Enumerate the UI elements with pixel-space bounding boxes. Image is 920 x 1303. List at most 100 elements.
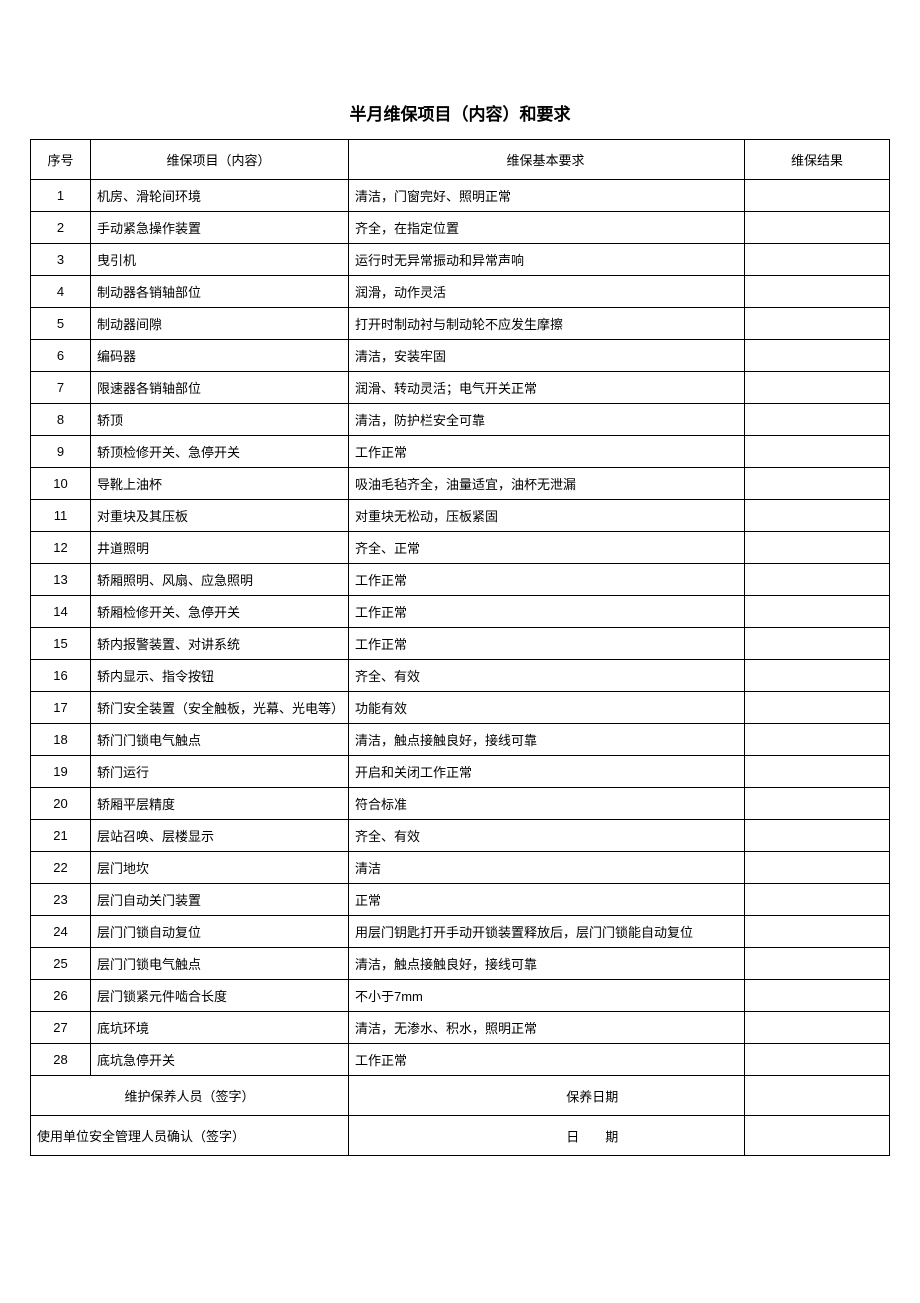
table-row: 22层门地坎清洁 xyxy=(31,852,890,884)
cell-item: 底坑环境 xyxy=(91,1012,349,1044)
cell-requirement: 工作正常 xyxy=(349,596,745,628)
table-row: 26层门锁紧元件啮合长度不小于7mm xyxy=(31,980,890,1012)
cell-item: 轿门门锁电气触点 xyxy=(91,724,349,756)
table-row: 6编码器清洁，安装牢固 xyxy=(31,340,890,372)
table-row: 3曳引机运行时无异常振动和异常声响 xyxy=(31,244,890,276)
cell-item: 轿门安全装置（安全触板，光幕、光电等） xyxy=(91,692,349,724)
cell-seq: 27 xyxy=(31,1012,91,1044)
cell-result xyxy=(745,500,890,532)
table-row: 16轿内显示、指令按钮齐全、有效 xyxy=(31,660,890,692)
cell-seq: 5 xyxy=(31,308,91,340)
cell-seq: 12 xyxy=(31,532,91,564)
cell-requirement: 吸油毛毡齐全，油量适宜，油杯无泄漏 xyxy=(349,468,745,500)
cell-seq: 25 xyxy=(31,948,91,980)
table-row: 5制动器间隙打开时制动衬与制动轮不应发生摩擦 xyxy=(31,308,890,340)
cell-seq: 16 xyxy=(31,660,91,692)
cell-result xyxy=(745,788,890,820)
cell-seq: 6 xyxy=(31,340,91,372)
col-header-req: 维保基本要求 xyxy=(349,140,745,180)
cell-item: 轿顶检修开关、急停开关 xyxy=(91,436,349,468)
cell-seq: 24 xyxy=(31,916,91,948)
cell-requirement: 不小于7mm xyxy=(349,980,745,1012)
cell-result xyxy=(745,212,890,244)
cell-item: 制动器间隙 xyxy=(91,308,349,340)
cell-item: 轿内报警装置、对讲系统 xyxy=(91,628,349,660)
col-header-result: 维保结果 xyxy=(745,140,890,180)
cell-seq: 3 xyxy=(31,244,91,276)
cell-item: 轿厢平层精度 xyxy=(91,788,349,820)
cell-seq: 21 xyxy=(31,820,91,852)
cell-requirement: 清洁，门窗完好、照明正常 xyxy=(349,180,745,212)
cell-result xyxy=(745,820,890,852)
signature-row-user: 使用单位安全管理人员确认（签字） 日 期 xyxy=(31,1116,890,1156)
table-row: 27底坑环境清洁，无渗水、积水，照明正常 xyxy=(31,1012,890,1044)
cell-item: 制动器各销轴部位 xyxy=(91,276,349,308)
cell-result xyxy=(745,628,890,660)
cell-item: 轿内显示、指令按钮 xyxy=(91,660,349,692)
cell-seq: 7 xyxy=(31,372,91,404)
table-row: 11对重块及其压板对重块无松动，压板紧固 xyxy=(31,500,890,532)
cell-requirement: 打开时制动衬与制动轮不应发生摩擦 xyxy=(349,308,745,340)
cell-item: 限速器各销轴部位 xyxy=(91,372,349,404)
cell-item: 层门锁紧元件啮合长度 xyxy=(91,980,349,1012)
cell-seq: 28 xyxy=(31,1044,91,1076)
cell-seq: 20 xyxy=(31,788,91,820)
cell-requirement: 齐全、有效 xyxy=(349,820,745,852)
table-row: 17轿门安全装置（安全触板，光幕、光电等）功能有效 xyxy=(31,692,890,724)
cell-result xyxy=(745,916,890,948)
cell-requirement: 齐全、有效 xyxy=(349,660,745,692)
cell-requirement: 工作正常 xyxy=(349,564,745,596)
cell-requirement: 工作正常 xyxy=(349,628,745,660)
cell-item: 手动紧急操作装置 xyxy=(91,212,349,244)
table-row: 7限速器各销轴部位润滑、转动灵活；电气开关正常 xyxy=(31,372,890,404)
cell-item: 轿厢检修开关、急停开关 xyxy=(91,596,349,628)
cell-item: 轿顶 xyxy=(91,404,349,436)
cell-result xyxy=(745,596,890,628)
cell-result xyxy=(745,244,890,276)
cell-seq: 14 xyxy=(31,596,91,628)
cell-requirement: 润滑、转动灵活；电气开关正常 xyxy=(349,372,745,404)
table-row: 2手动紧急操作装置齐全，在指定位置 xyxy=(31,212,890,244)
cell-result xyxy=(745,980,890,1012)
cell-result xyxy=(745,692,890,724)
cell-seq: 23 xyxy=(31,884,91,916)
cell-item: 机房、滑轮间环境 xyxy=(91,180,349,212)
maintenance-table: 序号 维保项目（内容） 维保基本要求 维保结果 1机房、滑轮间环境清洁，门窗完好… xyxy=(30,139,890,1156)
cell-seq: 13 xyxy=(31,564,91,596)
page-title: 半月维保项目（内容）和要求 xyxy=(30,100,890,125)
cell-item: 层门地坎 xyxy=(91,852,349,884)
cell-seq: 11 xyxy=(31,500,91,532)
cell-requirement: 清洁，触点接触良好，接线可靠 xyxy=(349,724,745,756)
cell-seq: 1 xyxy=(31,180,91,212)
cell-seq: 19 xyxy=(31,756,91,788)
cell-requirement: 对重块无松动，压板紧固 xyxy=(349,500,745,532)
table-row: 15轿内报警装置、对讲系统工作正常 xyxy=(31,628,890,660)
cell-item: 编码器 xyxy=(91,340,349,372)
cell-result xyxy=(745,756,890,788)
cell-item: 导靴上油杯 xyxy=(91,468,349,500)
col-header-item: 维保项目（内容） xyxy=(91,140,349,180)
cell-requirement: 功能有效 xyxy=(349,692,745,724)
table-row: 13轿厢照明、风扇、应急照明工作正常 xyxy=(31,564,890,596)
cell-requirement: 清洁，无渗水、积水，照明正常 xyxy=(349,1012,745,1044)
cell-result xyxy=(745,340,890,372)
cell-item: 井道照明 xyxy=(91,532,349,564)
signature-row-maintainer: 维护保养人员（签字） 保养日期 xyxy=(31,1076,890,1116)
cell-result xyxy=(745,660,890,692)
user-confirm-sign-label: 使用单位安全管理人员确认（签字） xyxy=(31,1116,349,1156)
cell-result xyxy=(745,308,890,340)
table-row: 14轿厢检修开关、急停开关工作正常 xyxy=(31,596,890,628)
cell-seq: 22 xyxy=(31,852,91,884)
maint-date-label: 保养日期 xyxy=(566,1086,618,1105)
table-row: 1机房、滑轮间环境清洁，门窗完好、照明正常 xyxy=(31,180,890,212)
cell-requirement: 正常 xyxy=(349,884,745,916)
date-label: 日 期 xyxy=(566,1126,618,1145)
table-row: 9轿顶检修开关、急停开关工作正常 xyxy=(31,436,890,468)
cell-requirement: 齐全、正常 xyxy=(349,532,745,564)
table-header-row: 序号 维保项目（内容） 维保基本要求 维保结果 xyxy=(31,140,890,180)
cell-requirement: 清洁，触点接触良好，接线可靠 xyxy=(349,948,745,980)
cell-item: 层门门锁自动复位 xyxy=(91,916,349,948)
cell-requirement: 清洁，防护栏安全可靠 xyxy=(349,404,745,436)
cell-item: 轿厢照明、风扇、应急照明 xyxy=(91,564,349,596)
cell-requirement: 工作正常 xyxy=(349,436,745,468)
